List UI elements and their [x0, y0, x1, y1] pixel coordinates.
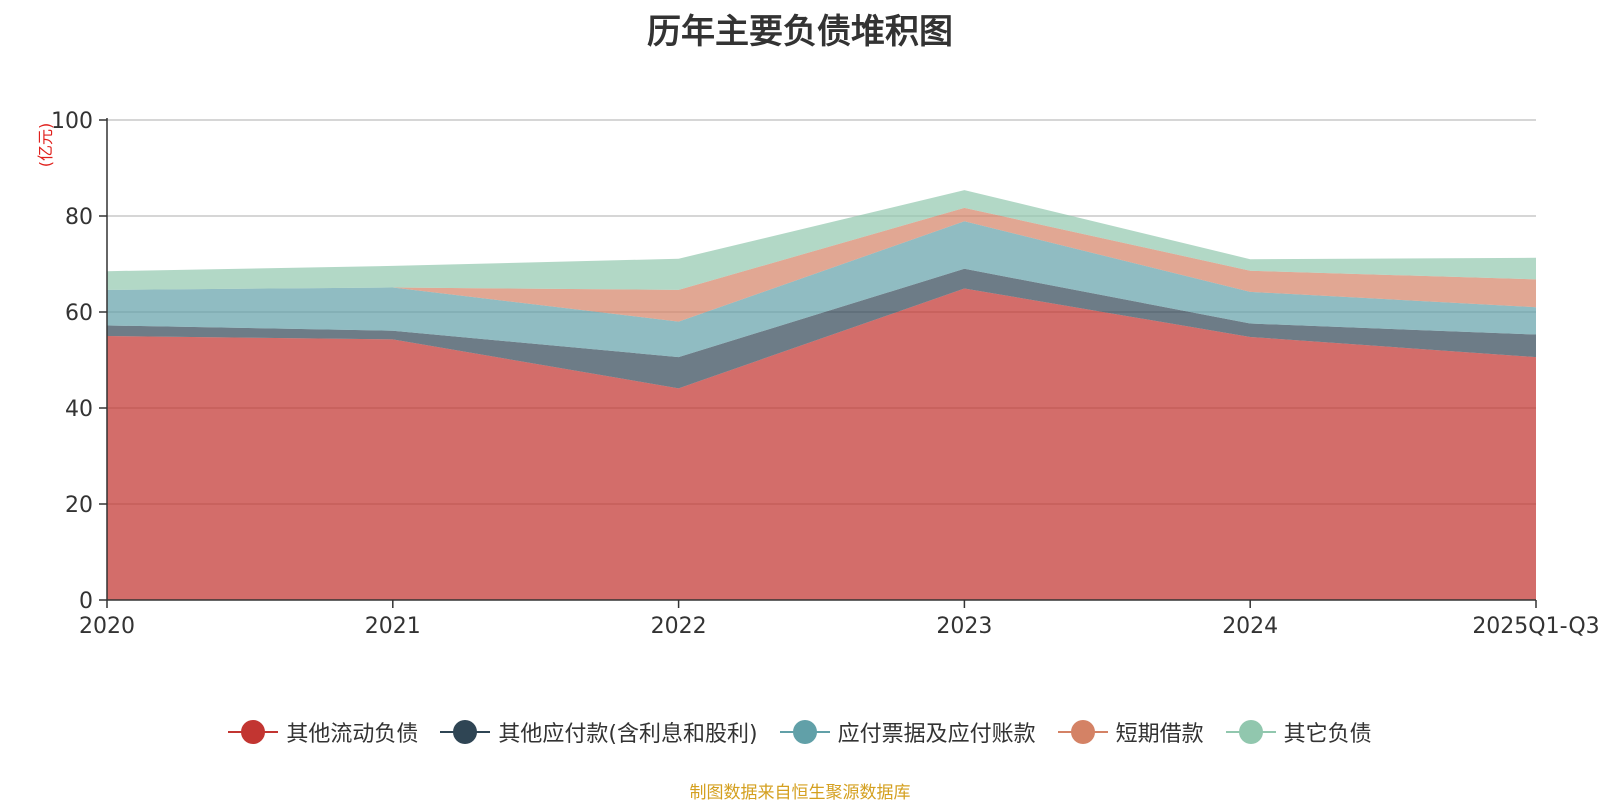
chart-title: 历年主要负债堆积图: [647, 12, 953, 52]
legend-label: 其他流动负债: [286, 722, 419, 747]
y-tick-label: 40: [65, 397, 93, 422]
legend-marker-icon: [779, 720, 830, 744]
y-tick-label: 20: [65, 493, 93, 518]
legend-item[interactable]: 应付票据及应付账款: [779, 716, 1036, 748]
x-tick-label: 2022: [651, 614, 707, 639]
legend-item[interactable]: 其他应付款(含利息和股利): [440, 716, 758, 748]
legend-item[interactable]: 短期借款: [1057, 716, 1204, 748]
legend-item[interactable]: 其他流动负债: [228, 716, 418, 748]
area-series-4: [107, 207, 1536, 322]
legend: 其他流动负债 其他应付款(含利息和股利) 应付票据及应付账款 短期借款 其它负债: [0, 716, 1600, 748]
legend-label: 应付票据及应付账款: [837, 722, 1036, 747]
legend-marker-icon: [1057, 720, 1108, 744]
y-tick-label: 60: [65, 301, 93, 326]
legend-label: 其它负债: [1283, 722, 1372, 747]
area-series-5: [107, 190, 1536, 290]
y-tick-label: 80: [65, 205, 93, 230]
legend-label: 短期借款: [1115, 722, 1204, 747]
legend-marker-icon: [440, 720, 491, 744]
legend-item[interactable]: 其它负债: [1225, 716, 1372, 748]
y-axis-unit-label: (亿元): [36, 122, 55, 168]
x-tick-label: 2021: [365, 614, 421, 639]
legend-label: 其他应付款(含利息和股利): [498, 722, 758, 747]
area-series: [107, 190, 1536, 600]
x-tick-label: 2025Q1-Q3: [1472, 614, 1599, 639]
y-tick-label: 100: [51, 109, 93, 134]
source-note: 制图数据来自恒生聚源数据库: [689, 783, 911, 803]
area-series-1: [107, 288, 1536, 600]
x-tick-label: 2024: [1222, 614, 1278, 639]
area-series-3: [107, 221, 1536, 358]
y-tick-label: 0: [79, 589, 93, 614]
legend-marker-icon: [228, 720, 279, 744]
legend-marker-icon: [1225, 720, 1276, 744]
axes: 0 20 40 60 80 100 2020 2021 2022 2023 2024 2025Q1-Q…: [51, 109, 1600, 639]
x-tick-label: 2020: [79, 614, 135, 639]
area-series-2: [107, 268, 1536, 389]
x-tick-label: 2023: [936, 614, 992, 639]
